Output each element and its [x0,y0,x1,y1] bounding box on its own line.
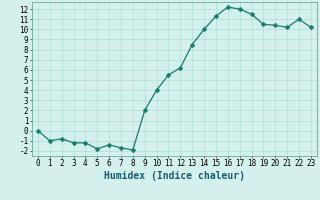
X-axis label: Humidex (Indice chaleur): Humidex (Indice chaleur) [104,171,245,181]
